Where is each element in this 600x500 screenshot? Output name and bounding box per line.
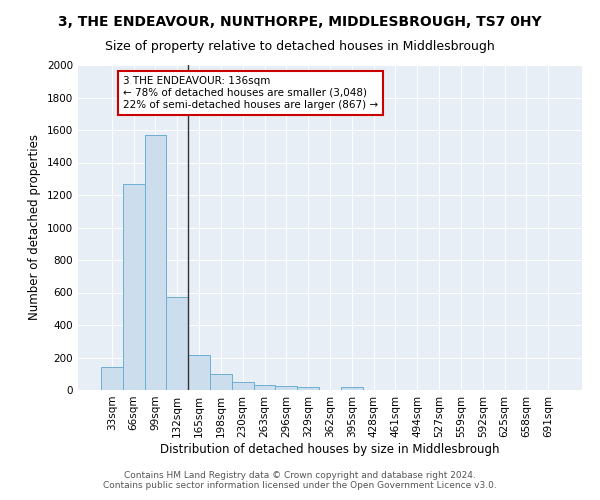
Text: Contains HM Land Registry data © Crown copyright and database right 2024.
Contai: Contains HM Land Registry data © Crown c… (103, 470, 497, 490)
Bar (101, 367, 123, 390)
Bar (254, 385, 275, 390)
Bar (232, 382, 254, 390)
X-axis label: Distribution of detached houses by size in Middlesbrough: Distribution of detached houses by size … (160, 442, 500, 456)
Text: 3, THE ENDEAVOUR, NUNTHORPE, MIDDLESBROUGH, TS7 0HY: 3, THE ENDEAVOUR, NUNTHORPE, MIDDLESBROU… (58, 15, 542, 29)
Text: Size of property relative to detached houses in Middlesbrough: Size of property relative to detached ho… (105, 40, 495, 53)
Y-axis label: Number of detached properties: Number of detached properties (28, 134, 41, 320)
Bar (275, 386, 297, 390)
Bar (341, 387, 363, 390)
Bar (210, 374, 232, 390)
Bar (188, 355, 210, 390)
Bar (297, 387, 319, 390)
Bar (145, 135, 166, 390)
Text: 3 THE ENDEAVOUR: 136sqm
← 78% of detached houses are smaller (3,048)
22% of semi: 3 THE ENDEAVOUR: 136sqm ← 78% of detache… (123, 76, 378, 110)
Bar (123, 184, 145, 390)
Bar (166, 298, 188, 390)
